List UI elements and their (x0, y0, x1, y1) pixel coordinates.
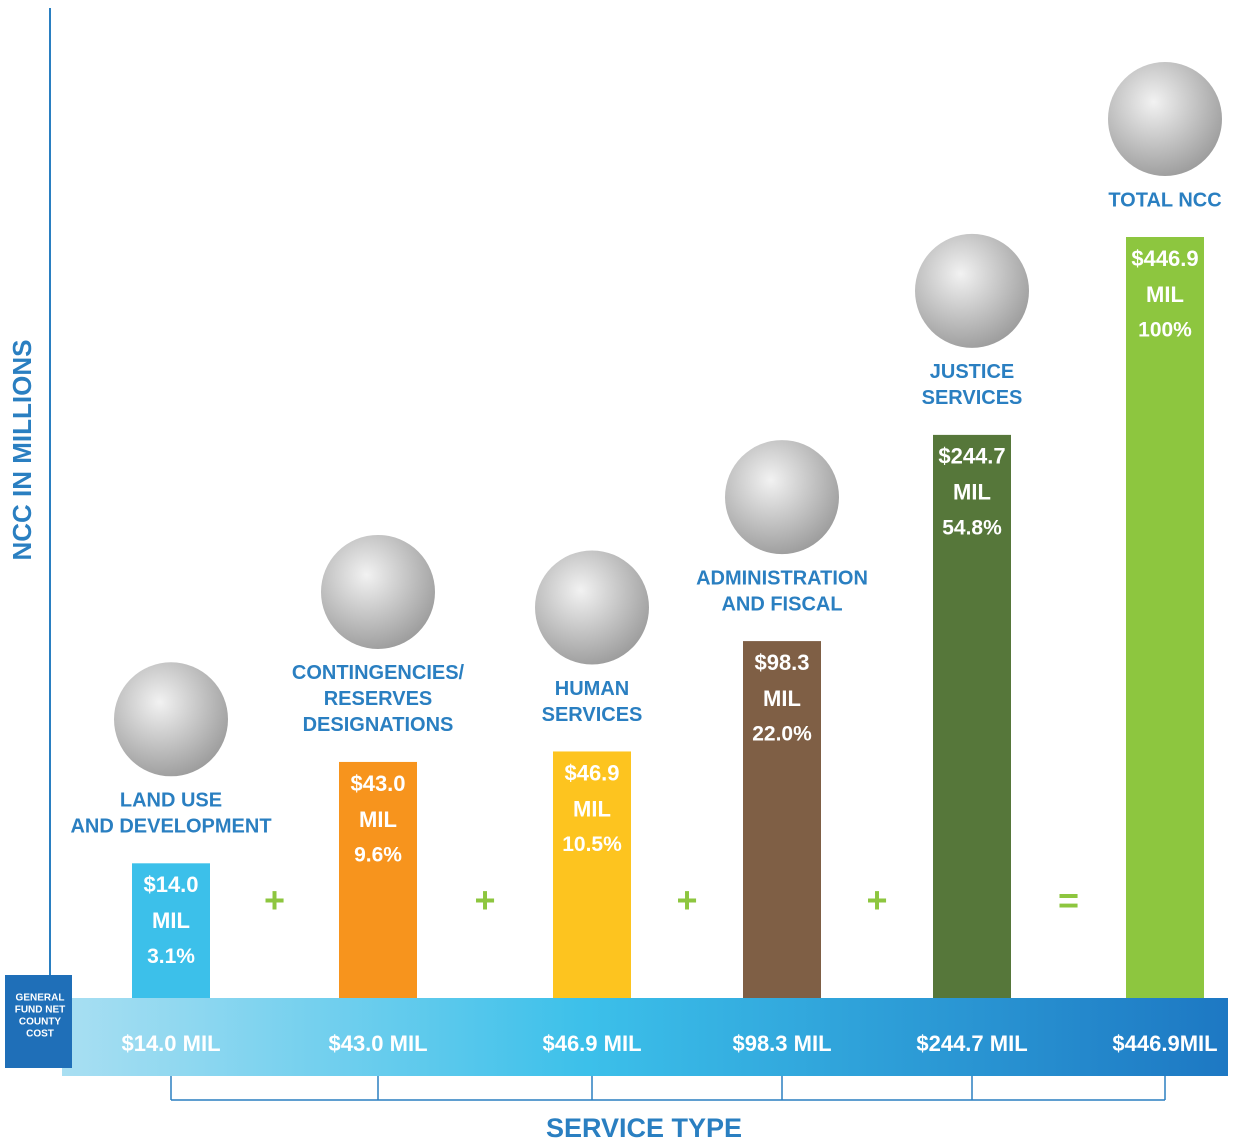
category-label: HUMAN (555, 678, 629, 700)
category-photo (114, 662, 228, 777)
category-label: TOTAL NCC (1108, 189, 1221, 211)
bar-label: $446.9 (1131, 246, 1198, 271)
category-label: LAND USE (120, 790, 222, 812)
bar (743, 641, 821, 998)
operator: + (676, 880, 697, 921)
bar-label: $244.7 (938, 444, 1005, 469)
y-axis-label: NCC IN MILLIONS (7, 340, 37, 561)
share-label: 9.6% (354, 843, 402, 866)
bar (132, 863, 210, 998)
bar-label: $43.0 (350, 771, 405, 796)
bar-label: $14.0 (143, 872, 198, 897)
bar-label: MIL (359, 807, 397, 832)
share-label: 54.8% (942, 516, 1002, 539)
category-label: SERVICES (542, 704, 643, 726)
row-label: COST (26, 1029, 54, 1040)
category-label: JUSTICE (930, 361, 1014, 383)
bar-label: MIL (953, 480, 991, 505)
category-photo (1108, 62, 1222, 176)
bar (933, 434, 1011, 998)
operator: + (474, 880, 495, 921)
band-value: $46.9 MIL (542, 1031, 641, 1056)
row-label: FUND NET (15, 1005, 66, 1016)
bar (339, 761, 417, 998)
category-label: ADMINISTRATION (696, 567, 868, 589)
bar-label: MIL (573, 796, 611, 821)
total-band (62, 998, 1228, 1076)
band-value: $14.0 MIL (121, 1031, 220, 1056)
category-label: AND DEVELOPMENT (70, 816, 271, 838)
row-label: COUNTY (19, 1017, 62, 1028)
category-label: RESERVES (324, 688, 433, 710)
category-label: CONTINGENCIES/ (292, 662, 465, 684)
x-axis-label: SERVICE TYPE (546, 1113, 742, 1143)
row-label-box (5, 975, 72, 1068)
bar-label: MIL (152, 908, 190, 933)
category-label: DESIGNATIONS (303, 714, 454, 736)
operator: + (866, 880, 887, 921)
operator: + (264, 880, 285, 921)
category-photo (321, 534, 435, 649)
band-value: $98.3 MIL (732, 1031, 831, 1056)
category-label: SERVICES (922, 387, 1023, 409)
band-value: $244.7 MIL (916, 1031, 1027, 1056)
bar-label: $46.9 (564, 760, 619, 785)
share-label: 100% (1138, 319, 1192, 342)
category-label: AND FISCAL (721, 593, 842, 615)
band-value: $43.0 MIL (328, 1031, 427, 1056)
band-value: $446.9MIL (1112, 1031, 1217, 1056)
category-photo (915, 233, 1029, 348)
operator: = (1058, 880, 1079, 921)
share-label: 22.0% (752, 723, 812, 746)
row-label: GENERAL (16, 993, 65, 1004)
bar (553, 751, 631, 998)
bar-label: MIL (1146, 282, 1184, 307)
bar-label: MIL (763, 686, 801, 711)
category-photo (535, 550, 649, 665)
share-label: 10.5% (562, 833, 622, 856)
bar-label: $98.3 (754, 650, 809, 675)
bar (1126, 237, 1204, 998)
share-label: 3.1% (147, 945, 195, 968)
category-photo (725, 440, 839, 555)
